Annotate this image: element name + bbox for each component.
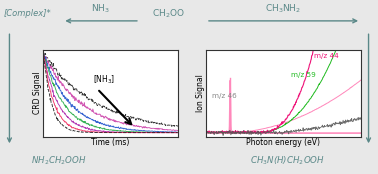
X-axis label: Photon energy (eV): Photon energy (eV): [246, 138, 321, 147]
Text: m/z 59: m/z 59: [291, 72, 316, 78]
Text: NH$_2$CH$_2$OOH: NH$_2$CH$_2$OOH: [31, 155, 87, 167]
X-axis label: Time (ms): Time (ms): [91, 138, 130, 147]
Text: CH$_3$N(H)CH$_2$OOH: CH$_3$N(H)CH$_2$OOH: [250, 155, 325, 167]
Text: CH$_2$OO: CH$_2$OO: [152, 8, 185, 20]
Y-axis label: CRD Signal: CRD Signal: [33, 72, 42, 114]
Text: [Complex]*: [Complex]*: [4, 9, 51, 18]
Y-axis label: Ion Signal: Ion Signal: [196, 74, 204, 112]
Text: m/z 44: m/z 44: [314, 53, 339, 59]
Text: m/z 46: m/z 46: [212, 93, 237, 99]
Text: CH$_3$NH$_2$: CH$_3$NH$_2$: [265, 2, 302, 15]
Text: NH$_3$: NH$_3$: [91, 2, 110, 15]
Text: [NH$_3$]: [NH$_3$]: [93, 74, 115, 86]
